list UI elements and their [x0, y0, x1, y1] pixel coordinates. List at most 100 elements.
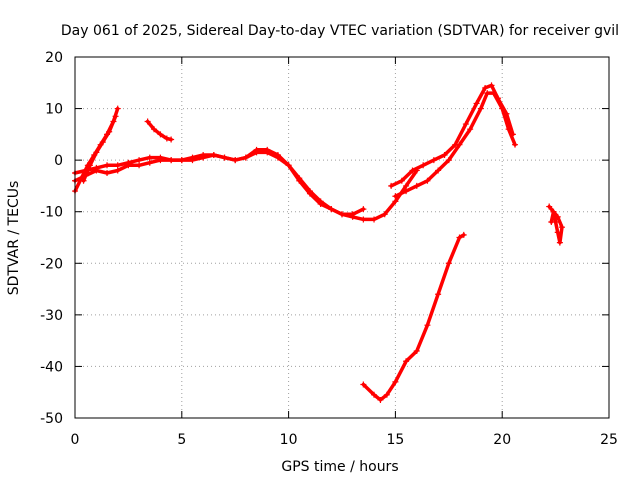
data-point	[512, 141, 519, 148]
data-point	[377, 396, 384, 403]
data-point	[114, 167, 121, 174]
chart-title: Day 061 of 2025, Sidereal Day-to-day VTE…	[61, 23, 619, 39]
data-point	[360, 206, 367, 213]
data-point	[200, 151, 207, 158]
data-point	[403, 182, 410, 189]
y-tick-label: 0	[54, 153, 63, 169]
data-point	[462, 121, 469, 128]
y-tick-label: -10	[40, 205, 63, 221]
data-point	[503, 110, 510, 117]
data-point	[264, 146, 271, 153]
data-point	[550, 208, 557, 215]
axes: 0 5 10 15 20 25 20 10 0 -10 -20 -30 -40 -50	[40, 50, 618, 448]
data-point	[146, 154, 153, 161]
data-point	[210, 151, 217, 158]
data-point	[144, 118, 151, 125]
y-axis-label: SDTVAR / TECUs	[6, 181, 22, 296]
data-point	[146, 159, 153, 166]
y-tick-label: -50	[40, 411, 63, 427]
data-point	[178, 157, 185, 164]
x-tick-label: 0	[71, 432, 80, 448]
y-tick-label: -20	[40, 256, 63, 272]
data-point	[477, 105, 484, 112]
data-point	[559, 224, 566, 231]
data-point	[494, 95, 501, 102]
data-point	[488, 82, 495, 89]
data-point	[114, 105, 121, 112]
series-deep-negative-arc	[361, 233, 466, 402]
data-point	[484, 90, 491, 97]
data-point	[242, 154, 249, 161]
data-point	[424, 177, 431, 184]
data-point	[274, 151, 281, 158]
data-point	[554, 229, 561, 236]
data-point	[168, 136, 175, 143]
data-point	[136, 157, 143, 164]
data-point	[151, 126, 158, 133]
data-point	[398, 177, 405, 184]
data-point	[546, 203, 553, 210]
data-point	[360, 381, 367, 388]
x-tick-label: 25	[600, 432, 618, 448]
x-tick-label: 5	[177, 432, 186, 448]
data-point	[403, 358, 410, 365]
y-tick-label: -30	[40, 308, 63, 324]
data-point	[86, 162, 93, 169]
data-point	[445, 260, 452, 267]
data-point	[349, 211, 356, 218]
data-point	[441, 151, 448, 158]
data-point	[112, 113, 119, 120]
data-point	[136, 162, 143, 169]
x-tick-label: 10	[280, 432, 298, 448]
series-evening-arc-2	[389, 83, 515, 188]
data-point	[452, 141, 459, 148]
data-point	[93, 149, 100, 156]
series-rising-arc-2	[81, 114, 118, 183]
x-axis-label: GPS time / hours	[281, 459, 398, 475]
data-point	[168, 157, 175, 164]
data-point	[554, 213, 561, 220]
data-point	[328, 206, 335, 213]
data-point	[383, 391, 390, 398]
plot-frame	[74, 56, 610, 419]
data-point	[413, 347, 420, 354]
data-point	[114, 162, 121, 169]
data-point	[392, 198, 399, 205]
series-short-arc-hour-3.5	[145, 119, 173, 142]
data-point	[392, 378, 399, 385]
data-point	[409, 167, 416, 174]
data-point	[125, 159, 132, 166]
data-point	[392, 193, 399, 200]
y-tick-label: -40	[40, 359, 63, 375]
series-main-track-b	[73, 148, 366, 217]
data-point	[306, 190, 313, 197]
data-point	[93, 164, 100, 171]
data-point	[106, 128, 113, 135]
data-point	[157, 154, 164, 161]
data-point	[360, 216, 367, 223]
data-point	[467, 126, 474, 133]
data-point	[371, 391, 378, 398]
data-point	[80, 177, 87, 184]
data-point	[296, 177, 303, 184]
data-point	[157, 131, 164, 138]
data-point	[435, 167, 442, 174]
data-point	[253, 146, 260, 153]
data-point	[189, 154, 196, 161]
x-tick-label: 20	[493, 432, 511, 448]
data-point	[388, 182, 395, 189]
data-point	[403, 188, 410, 195]
data-point	[435, 291, 442, 298]
data-point	[413, 182, 420, 189]
series-layer	[72, 82, 566, 403]
data-point	[232, 157, 239, 164]
x-tick-label: 15	[386, 432, 404, 448]
data-point	[221, 154, 228, 161]
data-point	[163, 135, 170, 142]
data-point	[317, 200, 324, 207]
data-point	[381, 211, 388, 218]
data-point	[285, 162, 292, 169]
data-point	[509, 131, 516, 138]
y-tick-label: 20	[45, 50, 63, 66]
